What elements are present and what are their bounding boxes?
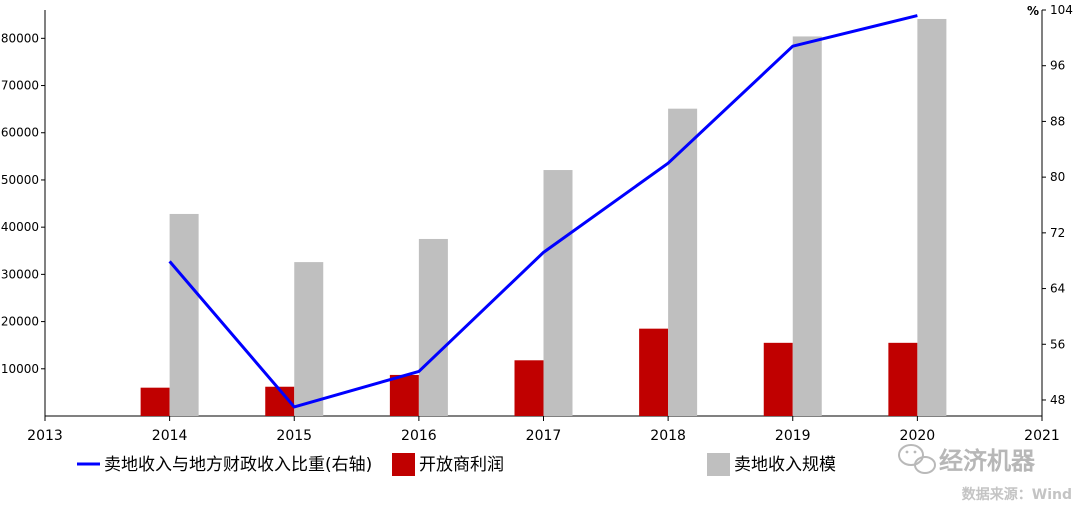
land-sales-bar [668,108,698,416]
right-tick-label: 56 [1050,337,1065,351]
x-tick-label: 2016 [401,428,437,444]
left-tick-label: 30000 [1,267,39,281]
chart-line [168,14,918,409]
left-tick-label: 20000 [1,315,39,329]
chart-bars [140,18,947,417]
legend-swatch-profit [392,453,415,476]
watermark-text: 经济机器 [939,447,1036,475]
land-sales-bar [418,238,448,416]
profit-bar [888,342,918,416]
x-tick-label: 2017 [526,428,562,444]
left-tick-label: 40000 [1,220,39,234]
right-tick-label: 96 [1050,59,1065,73]
right-tick-label: 72 [1050,226,1065,240]
profit-bar [140,387,170,416]
x-tick-label: 2020 [900,428,936,444]
source-note: 数据来源：Wind [962,486,1072,503]
x-tick-label: 2013 [27,428,63,444]
left-tick-label: 80000 [1,31,39,45]
watermark: 经济机器 [898,444,1036,475]
x-tick-label: 2014 [152,428,188,444]
left-tick-label: 70000 [1,79,39,93]
x-tick-label: 2018 [650,428,686,444]
right-axis-unit: % [1027,4,1039,18]
land-sales-bar [169,213,199,416]
right-tick-label: 80 [1050,170,1065,184]
profit-bar [514,360,544,416]
x-tick-label: 2015 [276,428,312,444]
wechat-icon [898,444,936,474]
x-tick-label: 2021 [1024,428,1060,444]
legend-label-profit: 开放商利润 [419,455,504,475]
legend-label-ratio: 卖地收入与地方财政收入比重(右轴) [104,455,372,475]
left-tick-label: 10000 [1,362,39,376]
legend: 卖地收入与地方财政收入比重(右轴) 开放商利润 卖地收入规模 [77,453,836,476]
right-tick-label: 104 [1050,3,1073,17]
profit-bar [389,374,419,416]
land-sales-bar [294,262,324,416]
left-tick-label: 60000 [1,126,39,140]
profit-bar [639,328,669,416]
ratio-line [168,14,918,409]
land-sales-bar [543,170,573,416]
legend-swatch-land-sales [707,453,730,476]
chart-axes: 10000 20000 30000 40000 50000 60000 70000 80000… [1,3,1073,444]
left-tick-label: 50000 [1,173,39,187]
legend-label-land-sales: 卖地收入规模 [734,455,836,475]
right-tick-label: 88 [1050,114,1065,128]
land-sales-bar [792,36,822,417]
x-tick-label: 2019 [775,428,811,444]
profit-bar [763,342,793,416]
land-sales-bar [917,18,947,417]
right-tick-label: 64 [1050,282,1065,296]
right-tick-label: 48 [1050,393,1065,407]
